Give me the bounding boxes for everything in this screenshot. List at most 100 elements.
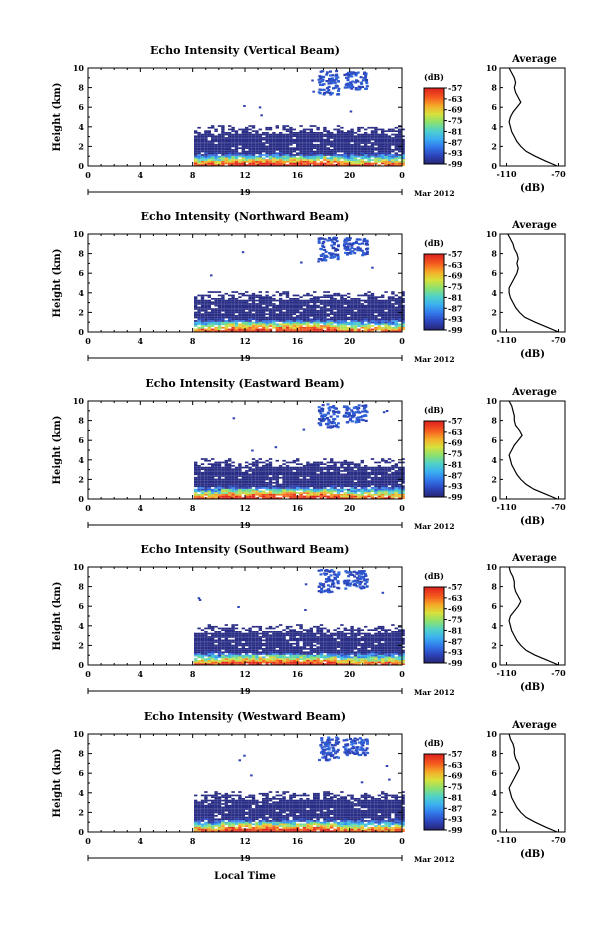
echo-cell bbox=[306, 308, 310, 310]
echo-cell bbox=[340, 316, 344, 319]
echo-cell bbox=[255, 326, 259, 329]
echo-cell bbox=[340, 497, 344, 499]
echo-cell bbox=[377, 488, 381, 491]
echo-cell bbox=[292, 461, 296, 464]
echo-cell bbox=[228, 492, 232, 494]
echo-cell bbox=[381, 303, 385, 305]
echo-cell bbox=[357, 473, 361, 476]
echo-cell bbox=[377, 140, 381, 143]
echo-cell bbox=[313, 135, 317, 138]
echo-cell bbox=[401, 323, 405, 326]
echo-cell bbox=[258, 291, 262, 293]
echo-cell bbox=[350, 470, 354, 472]
echo-cell bbox=[401, 313, 405, 315]
echo-cell bbox=[234, 475, 239, 477]
echo-cell bbox=[387, 301, 392, 304]
echo-cell bbox=[367, 140, 371, 143]
echo-cell bbox=[197, 488, 201, 491]
echo-cell bbox=[217, 627, 222, 630]
echo-cell bbox=[241, 149, 245, 151]
echo-cell bbox=[343, 142, 347, 144]
colorbar-swatch bbox=[424, 303, 444, 306]
echo-cell bbox=[272, 149, 276, 151]
echo-cell bbox=[377, 323, 381, 326]
echo-cell bbox=[361, 242, 365, 245]
echo-cell bbox=[377, 150, 381, 153]
echo-cell bbox=[265, 291, 269, 293]
echo-cell bbox=[231, 160, 235, 163]
echo-cell bbox=[394, 487, 398, 489]
echo-cell bbox=[272, 490, 276, 493]
echo-cell bbox=[360, 325, 364, 327]
echo-cell bbox=[364, 147, 368, 149]
echo-cell bbox=[248, 159, 252, 161]
echo-cell bbox=[387, 483, 392, 486]
echo-cell bbox=[262, 313, 266, 315]
echo-cell bbox=[317, 78, 321, 81]
echo-cell bbox=[394, 321, 398, 324]
echo-cell bbox=[262, 483, 266, 486]
echo-cell bbox=[343, 308, 347, 310]
echo-cell bbox=[377, 492, 381, 494]
echo-cell bbox=[367, 323, 371, 326]
echo-cell bbox=[245, 132, 249, 134]
echo-cell bbox=[336, 480, 341, 482]
echo-cell bbox=[384, 461, 388, 464]
echo-cell bbox=[370, 311, 375, 314]
echo-cell bbox=[292, 306, 296, 309]
echo-cell bbox=[398, 495, 402, 498]
echo-cell bbox=[398, 164, 402, 166]
echo-cell bbox=[262, 164, 266, 166]
echo-cell bbox=[224, 145, 228, 148]
echo-cell bbox=[248, 315, 252, 317]
echo-cell bbox=[255, 480, 259, 482]
echo-cell bbox=[340, 325, 344, 327]
echo-cell bbox=[231, 483, 235, 486]
echo-cell bbox=[245, 304, 249, 307]
echo-cell bbox=[333, 299, 337, 302]
echo-cell bbox=[262, 480, 266, 482]
echo-cell bbox=[207, 130, 211, 132]
echo-cell bbox=[391, 497, 395, 499]
echo-cell bbox=[346, 415, 350, 418]
echo-cell bbox=[309, 475, 313, 477]
echo-cell bbox=[275, 145, 279, 148]
echo-cell bbox=[343, 463, 347, 465]
echo-cell bbox=[391, 321, 395, 324]
echo-cell bbox=[248, 160, 252, 163]
echo-cell bbox=[360, 150, 364, 153]
echo-cell bbox=[359, 81, 363, 84]
echo-cell bbox=[238, 311, 242, 314]
echo-cell bbox=[197, 149, 201, 151]
echo-cell bbox=[387, 309, 392, 312]
echo-cell bbox=[217, 478, 222, 481]
echo-cell bbox=[387, 326, 392, 329]
echo-cell bbox=[251, 296, 256, 298]
echo-cell bbox=[248, 145, 252, 148]
echo-cell bbox=[330, 296, 334, 298]
echo-cell bbox=[221, 313, 225, 315]
echo-cell bbox=[374, 320, 378, 322]
echo-cell bbox=[265, 318, 269, 321]
echo-cell bbox=[326, 426, 330, 429]
echo-cell bbox=[241, 492, 245, 494]
echo-cell bbox=[357, 497, 361, 499]
echo-cell bbox=[336, 311, 341, 314]
echo-cell bbox=[217, 471, 222, 474]
echo-cell bbox=[241, 478, 245, 481]
echo-cell bbox=[353, 465, 358, 467]
echo-cell bbox=[285, 296, 290, 298]
echo-cell bbox=[401, 326, 405, 329]
echo-cell bbox=[365, 248, 369, 251]
echo-cell bbox=[391, 480, 395, 482]
day-label: 19 bbox=[239, 187, 251, 197]
echo-cell bbox=[347, 130, 351, 132]
echo-cell bbox=[343, 154, 347, 156]
echo-cell bbox=[238, 632, 242, 635]
echo-cell bbox=[285, 142, 290, 144]
echo-cell bbox=[350, 490, 354, 493]
echo-cell bbox=[214, 316, 218, 319]
echo-cell bbox=[296, 471, 300, 474]
echo-cell bbox=[330, 471, 334, 474]
